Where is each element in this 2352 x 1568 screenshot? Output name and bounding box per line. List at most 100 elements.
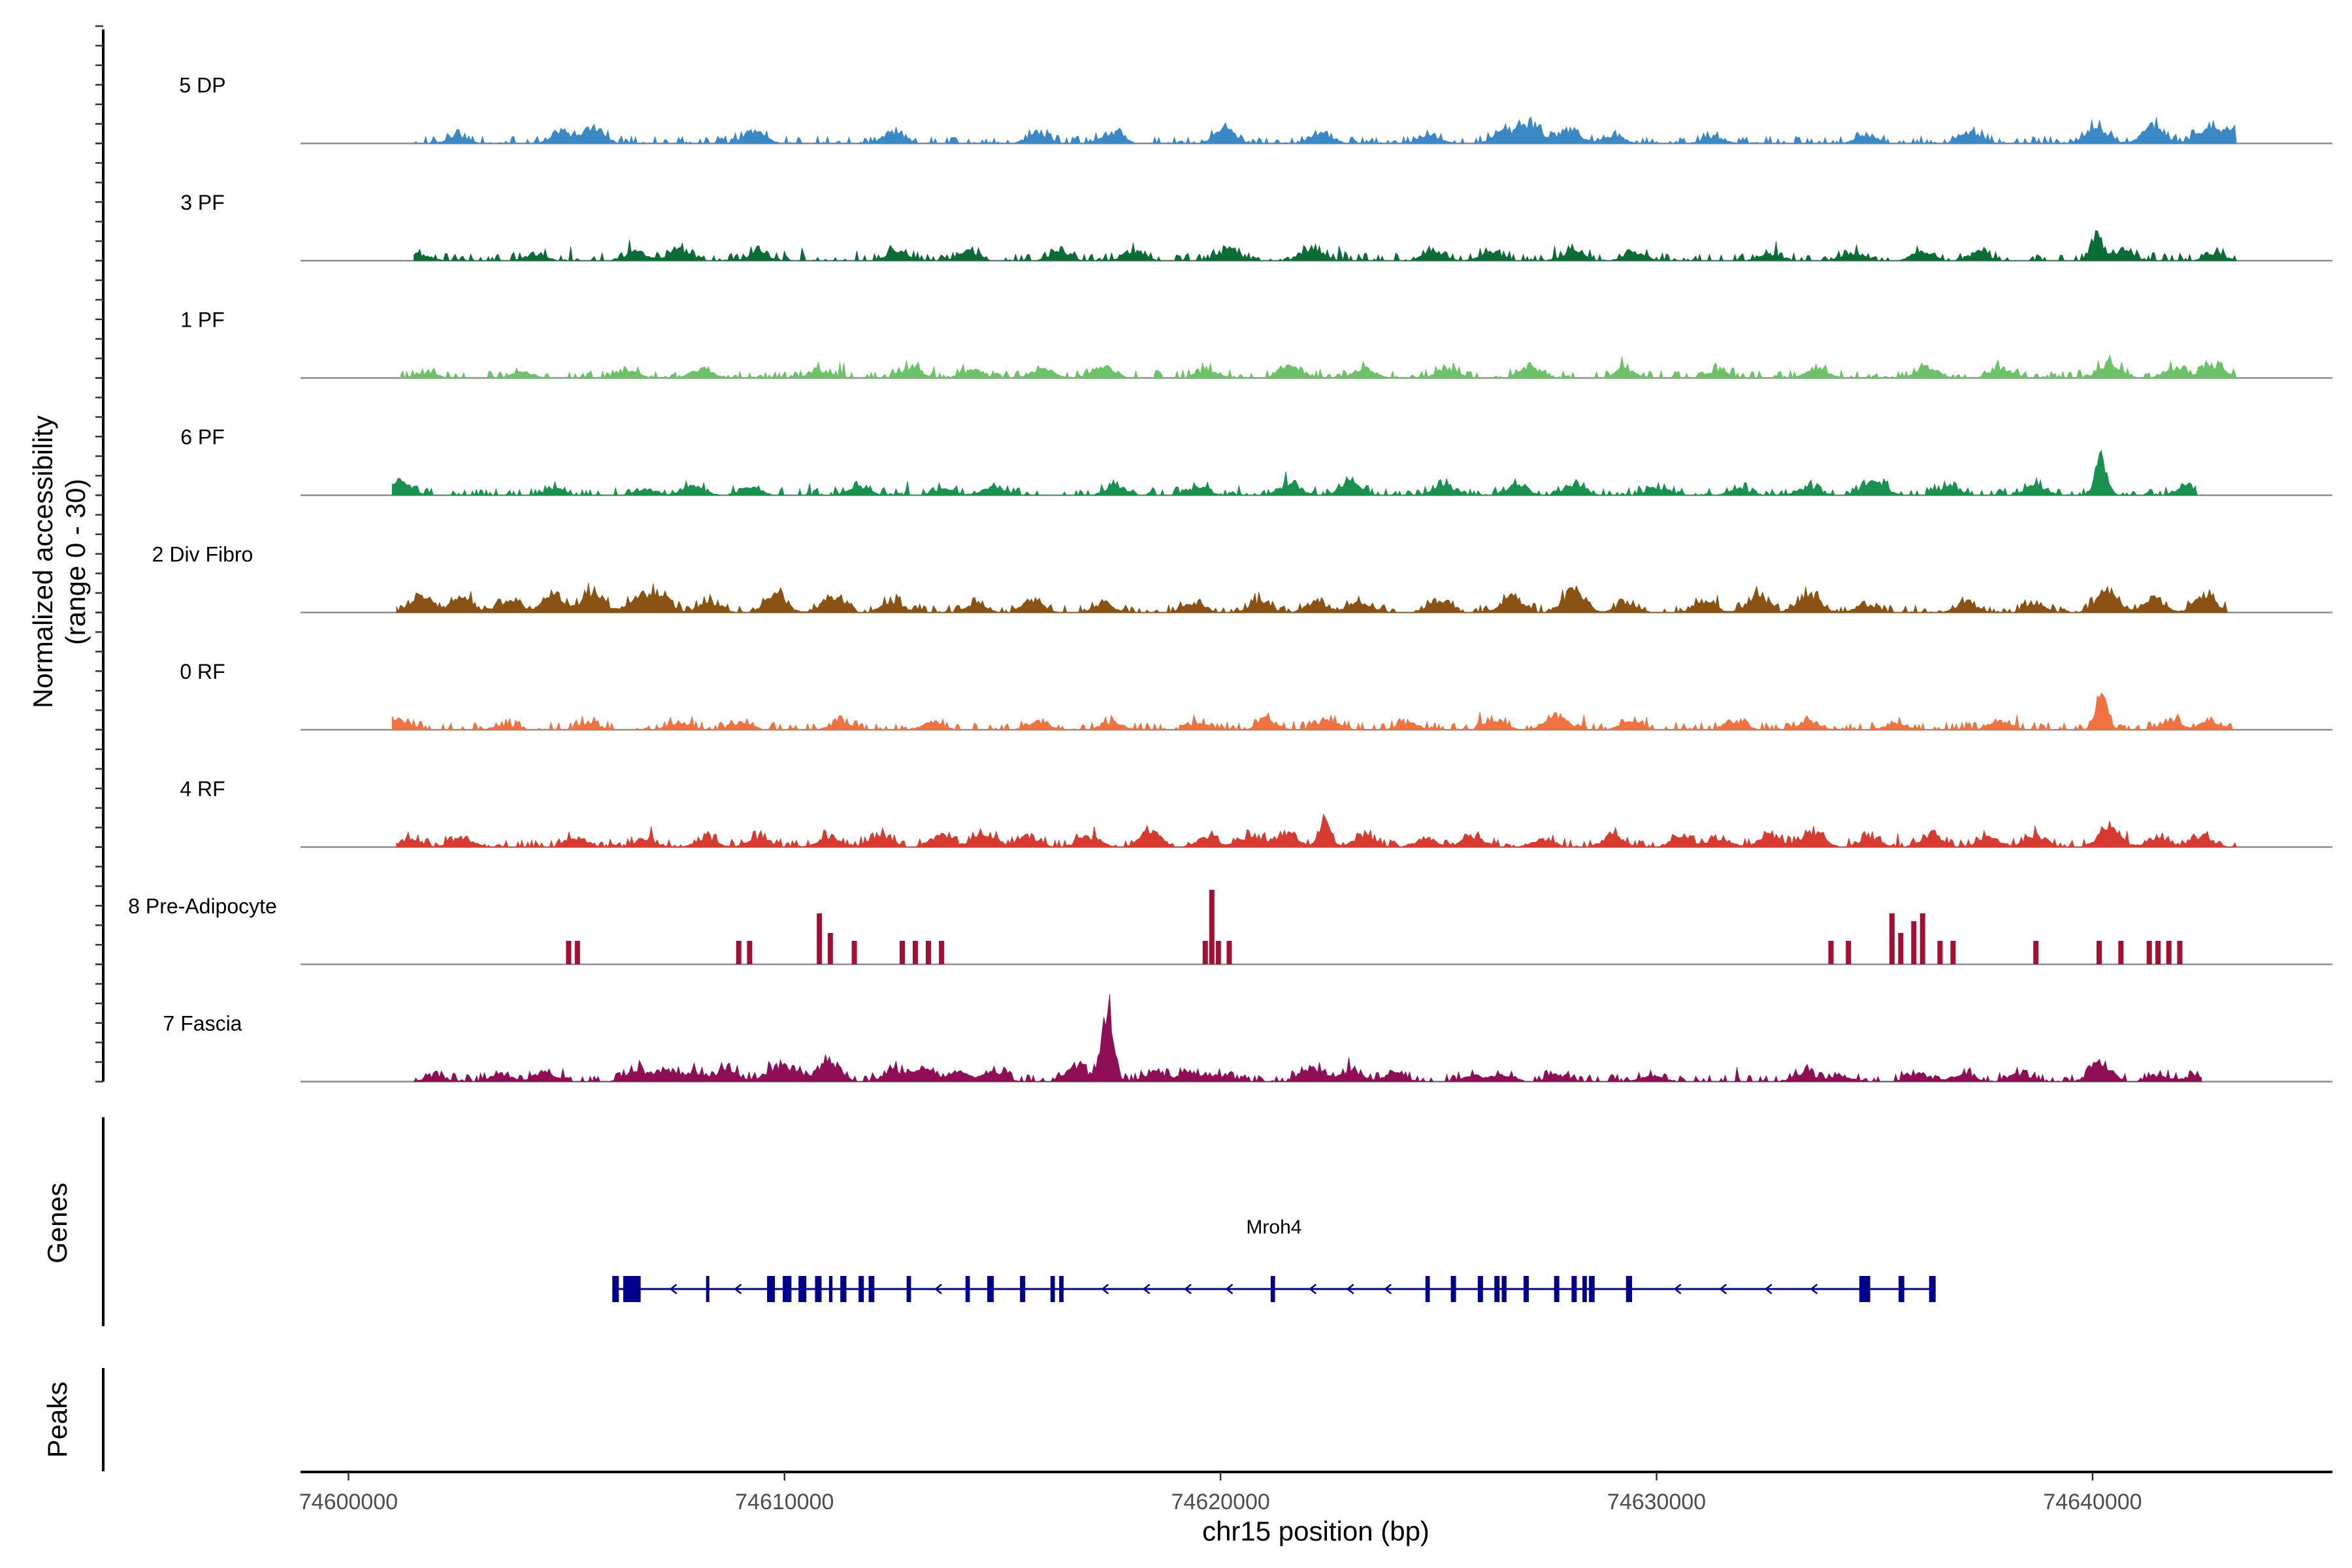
coverage-track: 2 Div Fibro (152, 543, 2332, 613)
accessibility-y-axis (95, 25, 105, 1083)
track-label: 7 Fascia (163, 1012, 242, 1036)
accessibility-signal (414, 230, 2237, 262)
gene-exon (1625, 1276, 1633, 1302)
gene-exon (840, 1276, 847, 1302)
track-label: 0 RF (180, 660, 225, 683)
gene-exon (1524, 1276, 1529, 1302)
genes-panel: Genes Mroh4 (42, 1117, 1936, 1326)
gene-exon (815, 1276, 822, 1302)
gene-exon (623, 1276, 641, 1302)
strand-arrow (1764, 1284, 1772, 1294)
coverage-track: 7 Fascia (163, 994, 2332, 1083)
gene-exon (1571, 1276, 1577, 1302)
coverage-track: 5 DP (179, 74, 2332, 144)
x-tick-label: 74620000 (1171, 1490, 1270, 1514)
accessibility-peak (747, 941, 753, 964)
gene-exon (1582, 1276, 1587, 1302)
accessibility-signal (413, 994, 2202, 1083)
strand-arrow (669, 1284, 678, 1294)
accessibility-peak (2166, 941, 2172, 964)
strand-arrow (734, 1284, 742, 1294)
y-axis-title-line1: Normalized accessibility (27, 416, 58, 708)
accessibility-peak (2033, 941, 2039, 964)
accessibility-signal (396, 813, 2237, 848)
gene-exon (1899, 1276, 1904, 1302)
accessibility-peak (851, 941, 857, 964)
accessibility-peak (827, 933, 833, 964)
gene-exon (798, 1276, 807, 1302)
accessibility-peak (2118, 941, 2124, 964)
strand-arrow (1719, 1284, 1727, 1294)
accessibility-peak (1937, 941, 1943, 964)
strand-arrow (1142, 1284, 1151, 1294)
coverage-track: 3 PF (180, 191, 2332, 262)
gene-exon (1501, 1276, 1507, 1302)
accessibility-peak (1226, 941, 1232, 964)
strand-arrow (1346, 1284, 1354, 1294)
gene-exon (1050, 1276, 1055, 1302)
accessibility-peak (1911, 921, 1917, 964)
y-axis-title-line2: (range 0 - 30) (60, 479, 91, 645)
accessibility-peak (2146, 941, 2152, 964)
coverage-track: 8 Pre-Adipocyte (128, 890, 2332, 966)
gene-exon (1059, 1276, 1064, 1302)
accessibility-peak (736, 941, 742, 964)
accessibility-peak (1898, 933, 1904, 964)
strand-arrow (1673, 1284, 1682, 1294)
accessibility-peak (1215, 941, 1221, 964)
accessibility-peak (1950, 941, 1956, 964)
x-tick-label: 74640000 (2043, 1490, 2142, 1514)
strand-arrow (934, 1284, 942, 1294)
accessibility-peak (939, 941, 945, 964)
accessibility-signal (396, 582, 2229, 613)
track-label: 2 Div Fibro (152, 543, 253, 566)
gene-exon (828, 1276, 833, 1302)
coverage-track: 1 PF (180, 308, 2332, 380)
gene-exon (1270, 1276, 1275, 1302)
gene-exon (1450, 1276, 1456, 1302)
gene-exon (1425, 1276, 1430, 1302)
accessibility-peak (2155, 941, 2161, 964)
x-tick-label: 74610000 (735, 1490, 834, 1514)
coverage-track: 6 PF (180, 425, 2332, 497)
gene-exon (1477, 1276, 1483, 1302)
gene-exon (1859, 1276, 1870, 1302)
accessibility-peak (926, 941, 931, 964)
strand-arrow (1309, 1284, 1316, 1294)
x-tick-label: 74630000 (1607, 1490, 1706, 1514)
accessibility-signal (391, 449, 2198, 497)
gene-exon (868, 1276, 875, 1302)
gene-exon (858, 1276, 864, 1302)
accessibility-peak (566, 941, 572, 964)
accessibility-peak (900, 941, 905, 964)
strand-arrow (1225, 1284, 1233, 1294)
accessibility-peak (913, 941, 918, 964)
gene-exon (612, 1276, 619, 1302)
accessibility-signal (391, 693, 2237, 731)
gene-exon (1554, 1276, 1560, 1302)
accessibility-signal (413, 116, 2237, 144)
peaks-track-label: Peaks (42, 1382, 73, 1458)
accessibility-peak (2097, 941, 2102, 964)
strand-arrow (1384, 1284, 1392, 1294)
accessibility-peak (1846, 941, 1852, 964)
gene-exon (706, 1276, 710, 1302)
coverage-tracks: 5 DP 3 PF 1 PF 6 PF 2 Div Fibro 0 RF 4 RF 8 Pre… (128, 74, 2332, 1083)
track-label: 5 DP (179, 74, 225, 97)
gene-exon (783, 1276, 792, 1302)
track-label: 4 RF (180, 777, 225, 801)
gene-exon (1929, 1276, 1936, 1302)
gene-exon (1589, 1276, 1595, 1302)
track-label: 8 Pre-Adipocyte (128, 894, 277, 918)
accessibility-peak (2177, 941, 2183, 964)
track-label: 3 PF (180, 191, 225, 214)
gene-exon (1494, 1276, 1500, 1302)
accessibility-signal (400, 354, 2237, 380)
gene-exon (987, 1276, 994, 1302)
strand-arrow (1184, 1284, 1192, 1294)
gene-model: Mroh4 (612, 1217, 1936, 1302)
accessibility-peak (1889, 913, 1895, 964)
gene-exon (1020, 1276, 1026, 1302)
genomic-position-x-axis: 74600000 74610000 74620000 74630000 74640000… (299, 1471, 2332, 1546)
